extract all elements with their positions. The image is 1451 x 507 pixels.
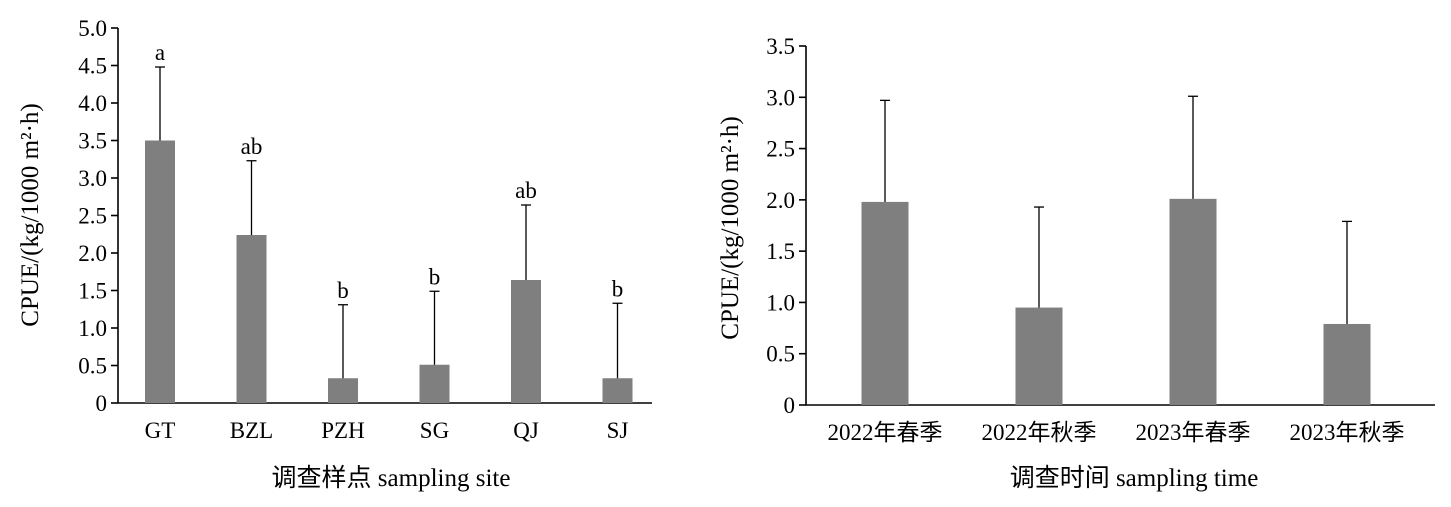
y-tick-label: 3.5	[766, 34, 795, 59]
bar-time-1	[1015, 307, 1063, 405]
bar-site-5	[602, 378, 633, 403]
bar-time-0	[861, 201, 909, 405]
y-axis-title: CPUE/(kg/1000 m²·h)	[717, 116, 744, 339]
x-tick-label: 2022年秋季	[982, 420, 1097, 445]
y-tick-label: 0	[784, 393, 796, 418]
x-axis-title: 调查样点 sampling site	[272, 464, 511, 492]
sampling-site-chart: 0 0.5 1.0 1.5 2.0 2.5 3.0 3.5 4.0 4.5 5.0 a GT ab BZL b…	[17, 16, 652, 492]
bar-site-2	[328, 378, 358, 403]
x-tick-label: QJ	[513, 418, 539, 443]
sampling-time-chart: 0 0.5 1.0 1.5 2.0 2.5 3.0 3.5 2022年春季 2022年秋季 2023…	[717, 34, 1435, 492]
y-tick-label: 1.5	[78, 279, 107, 304]
y-tick-label: 4.5	[78, 54, 107, 79]
bar-site-1	[236, 235, 267, 403]
significance-label: b	[337, 278, 349, 303]
y-tick-label: 0	[96, 391, 108, 416]
y-tick-label: 2.0	[766, 188, 795, 213]
y-axis-title: CPUE/(kg/1000 m²·h)	[17, 103, 44, 326]
x-tick-label: PZH	[321, 418, 364, 443]
bar-site-3	[419, 364, 450, 403]
y-tick-label: 0.5	[766, 342, 795, 367]
significance-label: b	[429, 264, 441, 289]
y-tick-label: 2.5	[78, 204, 107, 229]
x-tick-label: BZL	[230, 418, 273, 443]
bar-site-4	[511, 280, 541, 403]
x-tick-label: 2023年春季	[1136, 420, 1251, 445]
y-tick-label: 4.0	[78, 91, 107, 116]
x-tick-label: SG	[420, 418, 449, 443]
y-tick-label: 1.0	[78, 316, 107, 341]
x-tick-label: SJ	[607, 418, 629, 443]
y-tick-label: 5.0	[78, 16, 107, 41]
x-tick-label: 2022年春季	[828, 420, 943, 445]
significance-label: ab	[241, 134, 263, 159]
significance-label: ab	[515, 178, 537, 203]
y-tick-label: 3.0	[766, 85, 795, 110]
bar-time-2	[1169, 198, 1217, 405]
x-axis-title: 调查时间 sampling time	[1010, 464, 1259, 492]
bar-time-3	[1323, 323, 1371, 405]
y-tick-label: 1.5	[766, 239, 795, 264]
y-tick-label: 3.5	[78, 129, 107, 154]
x-tick-label: GT	[145, 418, 176, 443]
y-tick-label: 2.5	[766, 137, 795, 162]
y-tick-label: 3.0	[78, 166, 107, 191]
significance-label: a	[155, 40, 165, 65]
x-tick-label: 2023年秋季	[1290, 420, 1405, 445]
y-tick-label: 0.5	[78, 354, 107, 379]
significance-label: b	[612, 276, 624, 301]
y-tick-label: 2.0	[78, 241, 107, 266]
bar-site-0	[145, 140, 175, 403]
y-tick-label: 1.0	[766, 290, 795, 315]
